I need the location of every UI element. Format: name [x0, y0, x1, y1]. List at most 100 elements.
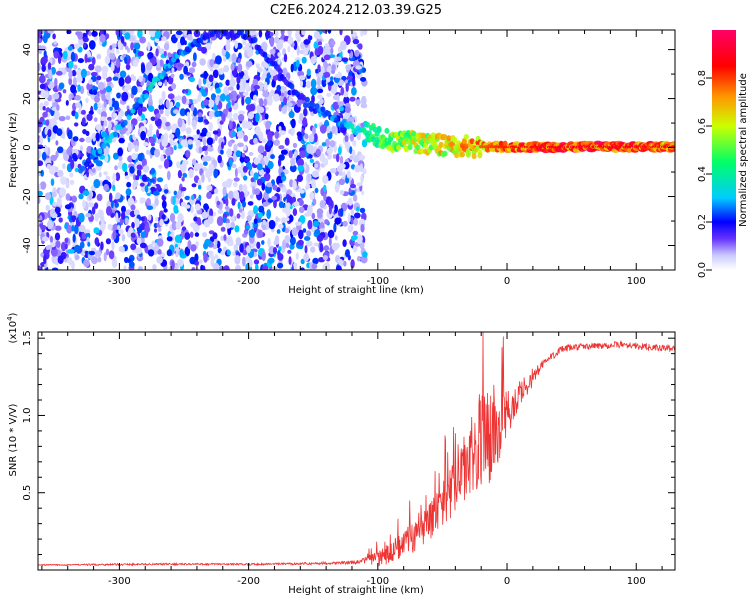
noise-cell: [242, 165, 248, 173]
noise-cell: [334, 204, 338, 214]
noise-cell: [338, 146, 342, 156]
noise-cell: [335, 73, 340, 79]
noise-cell: [207, 215, 214, 225]
noise-cell: [317, 41, 322, 46]
noise-cell: [264, 113, 269, 120]
noise-cell: [202, 265, 206, 270]
noise-cell: [38, 183, 41, 191]
noise-cell: [104, 55, 111, 65]
noise-cell: [276, 175, 283, 186]
noise-cell: [41, 151, 47, 161]
signal-cell: [122, 119, 128, 126]
noise-cell: [71, 215, 76, 223]
noise-cell: [357, 43, 363, 50]
noise-cell: [99, 34, 106, 43]
colorbar-tick-label: 0.2: [697, 214, 708, 230]
noise-cell: [94, 95, 100, 103]
noise-cell: [315, 68, 319, 74]
noise-cell: [299, 112, 304, 122]
noise-cell: [293, 201, 300, 207]
noise-cell: [269, 37, 275, 48]
noise-cell: [301, 56, 307, 64]
noise-cell: [172, 195, 176, 206]
figure-title: C2E6.2024.212.03.39.G25: [270, 3, 442, 18]
noise-cell: [238, 110, 246, 115]
noise-cell: [229, 78, 236, 87]
noise-cell: [308, 133, 315, 143]
noise-cell: [62, 50, 68, 60]
noise-cell: [154, 228, 157, 233]
noise-cell: [126, 181, 132, 188]
noise-cell: [257, 212, 263, 219]
noise-cell: [68, 77, 73, 86]
noise-cell: [97, 81, 105, 91]
noise-cell: [267, 97, 273, 105]
noise-cell: [118, 246, 125, 253]
noise-cell: [206, 131, 212, 138]
noise-cell: [255, 263, 259, 270]
noise-cell: [194, 232, 200, 237]
noise-cell: [85, 232, 91, 240]
noise-cell: [253, 218, 258, 224]
noise-cell: [360, 223, 365, 233]
noise-cell: [146, 205, 154, 210]
noise-cell: [253, 157, 261, 165]
noise-cell: [274, 131, 280, 139]
noise-cell: [232, 131, 237, 137]
noise-cell: [46, 163, 52, 169]
noise-cell: [220, 250, 225, 256]
noise-cell: [163, 208, 168, 213]
noise-cell: [73, 64, 78, 70]
noise-cell: [296, 45, 300, 56]
noise-cell: [85, 97, 89, 104]
noise-cell: [173, 145, 177, 151]
noise-cell: [186, 111, 191, 118]
noise-cell: [219, 93, 226, 102]
noise-cell: [137, 51, 144, 57]
noise-cell: [244, 157, 251, 162]
noise-cell: [158, 98, 163, 106]
noise-cell: [360, 174, 364, 184]
noise-cell: [191, 158, 197, 166]
noise-cell: [105, 93, 111, 101]
colorbar-tick-label: 0.0: [697, 262, 708, 278]
noise-cell: [187, 139, 193, 145]
noise-cell: [249, 194, 254, 199]
noise-cell: [159, 109, 164, 115]
noise-cell: [107, 123, 112, 133]
noise-cell: [237, 63, 243, 73]
noise-cell: [349, 155, 354, 161]
signal-cell: [463, 133, 469, 140]
noise-cell: [362, 251, 368, 258]
noise-cell: [53, 110, 60, 121]
noise-cell: [179, 108, 186, 117]
noise-cell: [182, 173, 188, 178]
noise-cell: [326, 125, 331, 134]
noise-cell: [248, 228, 256, 238]
noise-cell: [351, 235, 358, 241]
spectrogram-ylabel: Frequency (Hz): [8, 112, 19, 188]
noise-cell: [257, 81, 264, 92]
noise-cell: [235, 264, 241, 270]
noise-cell: [108, 250, 115, 260]
noise-cell: [207, 146, 214, 152]
noise-cell: [38, 30, 42, 38]
noise-cell: [85, 213, 92, 218]
noise-cell: [263, 81, 268, 91]
noise-cell: [345, 82, 349, 92]
snr-scale-label: (x104): [6, 312, 19, 343]
noise-cell: [95, 132, 100, 142]
noise-cell: [42, 111, 48, 118]
noise-cell: [263, 150, 267, 157]
noise-cell: [338, 260, 345, 267]
noise-cell: [289, 236, 296, 246]
noise-cell: [62, 163, 66, 170]
noise-cell: [344, 135, 349, 143]
noise-cell: [206, 184, 213, 192]
noise-cell: [136, 168, 142, 177]
noise-cell: [314, 187, 319, 194]
noise-cell: [347, 224, 354, 233]
noise-cell: [272, 93, 280, 102]
noise-cell: [74, 122, 79, 127]
noise-cell: [327, 30, 332, 34]
